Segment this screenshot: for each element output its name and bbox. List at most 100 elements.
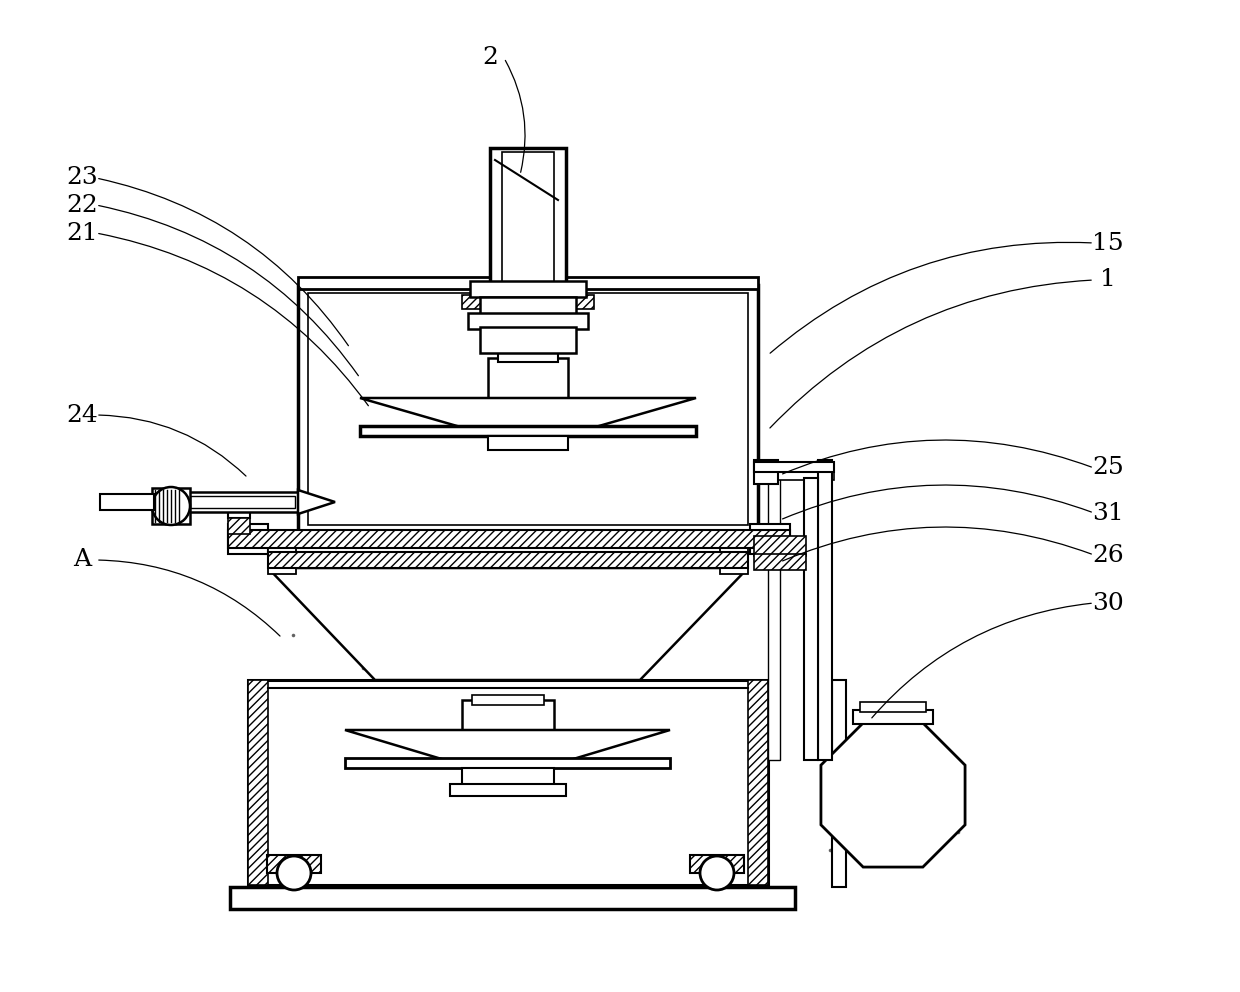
- Bar: [754, 462, 835, 472]
- Point: [516, 378, 536, 394]
- Text: 30: 30: [1092, 591, 1123, 614]
- Bar: [450, 784, 565, 796]
- Point: [934, 831, 954, 847]
- Text: 23: 23: [66, 167, 98, 189]
- Point: [289, 814, 309, 830]
- Point: [497, 333, 517, 349]
- Point: [595, 460, 615, 476]
- Point: [410, 311, 430, 327]
- Bar: [228, 524, 268, 554]
- Bar: [463, 700, 554, 730]
- Point: [635, 624, 655, 640]
- Point: [490, 585, 510, 601]
- Point: [724, 401, 744, 417]
- Point: [560, 830, 580, 846]
- Bar: [750, 524, 790, 554]
- Bar: [248, 680, 268, 885]
- Bar: [502, 152, 554, 294]
- Point: [853, 804, 873, 819]
- Bar: [153, 488, 190, 524]
- Bar: [689, 855, 744, 873]
- Point: [391, 367, 410, 383]
- Bar: [467, 313, 588, 329]
- Point: [613, 327, 632, 343]
- Polygon shape: [345, 730, 670, 760]
- Point: [376, 441, 396, 457]
- Point: [353, 660, 373, 676]
- Bar: [267, 855, 321, 873]
- Point: [451, 857, 471, 873]
- Point: [529, 459, 549, 475]
- Bar: [268, 546, 296, 574]
- Circle shape: [277, 856, 311, 890]
- Point: [476, 428, 496, 443]
- Bar: [298, 285, 758, 533]
- Point: [949, 824, 968, 840]
- Point: [827, 733, 847, 749]
- Point: [491, 867, 511, 883]
- Bar: [768, 478, 780, 760]
- Point: [397, 596, 417, 612]
- Point: [283, 627, 303, 643]
- Point: [635, 604, 655, 620]
- Point: [412, 789, 432, 805]
- Point: [613, 385, 632, 401]
- Point: [492, 729, 512, 745]
- Point: [647, 716, 667, 732]
- Bar: [754, 460, 777, 484]
- Bar: [818, 460, 832, 760]
- Bar: [185, 492, 300, 512]
- Point: [427, 635, 446, 651]
- Point: [341, 738, 361, 754]
- Point: [497, 475, 517, 491]
- Point: [340, 379, 360, 395]
- Point: [681, 305, 701, 320]
- Point: [329, 394, 348, 410]
- Point: [273, 817, 293, 833]
- Bar: [804, 478, 818, 760]
- Point: [339, 422, 358, 437]
- Bar: [480, 297, 577, 315]
- Bar: [470, 281, 587, 297]
- Text: 26: 26: [1092, 544, 1123, 566]
- Point: [512, 344, 532, 360]
- Point: [415, 366, 435, 382]
- Bar: [268, 552, 748, 568]
- Text: 31: 31: [1092, 502, 1123, 525]
- Point: [314, 698, 334, 714]
- Point: [604, 787, 624, 803]
- Bar: [463, 295, 515, 309]
- Point: [374, 634, 394, 650]
- Point: [347, 841, 367, 857]
- Point: [888, 719, 908, 735]
- Point: [337, 799, 357, 814]
- Point: [676, 447, 696, 463]
- Point: [374, 467, 394, 483]
- Text: 22: 22: [66, 193, 98, 216]
- Bar: [480, 327, 577, 353]
- Point: [315, 696, 335, 712]
- Bar: [489, 358, 568, 398]
- Point: [425, 766, 445, 782]
- Point: [683, 744, 703, 760]
- Bar: [229, 887, 795, 909]
- Polygon shape: [821, 723, 965, 867]
- Bar: [100, 494, 154, 510]
- Point: [269, 747, 289, 763]
- Polygon shape: [268, 568, 748, 680]
- Bar: [298, 277, 758, 289]
- Bar: [832, 680, 846, 887]
- Polygon shape: [360, 398, 696, 428]
- Point: [489, 820, 508, 836]
- Bar: [490, 148, 565, 298]
- Text: 24: 24: [66, 404, 98, 427]
- Point: [718, 476, 738, 492]
- Bar: [463, 768, 554, 786]
- Point: [706, 831, 725, 847]
- Bar: [308, 293, 748, 525]
- Bar: [228, 500, 250, 518]
- Bar: [248, 680, 768, 885]
- Point: [542, 386, 562, 402]
- Bar: [853, 710, 932, 724]
- Point: [273, 852, 293, 868]
